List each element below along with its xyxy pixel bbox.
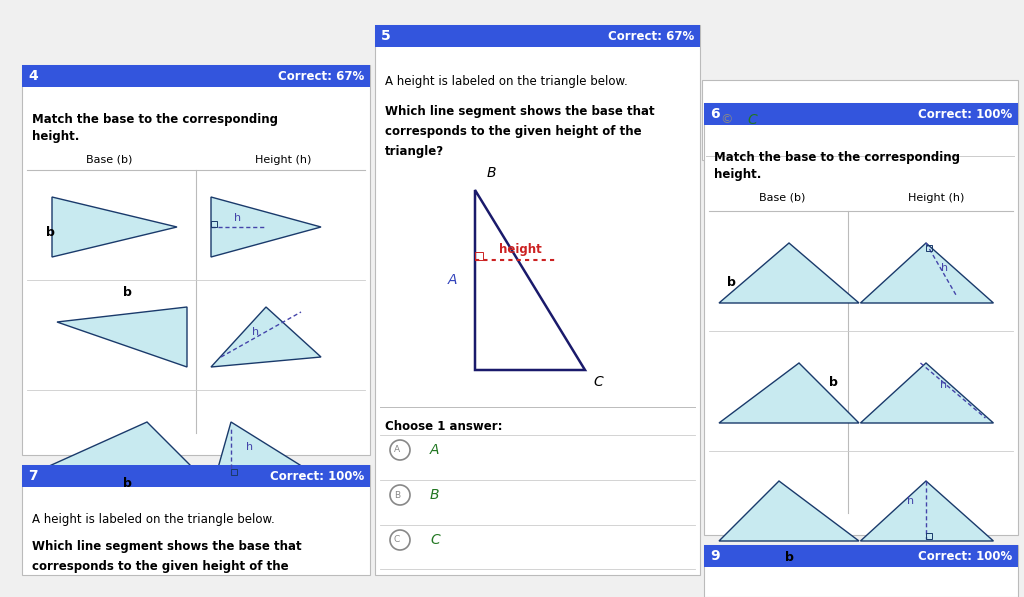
Text: corresponds to the given height of the: corresponds to the given height of the bbox=[385, 125, 642, 138]
Text: height.: height. bbox=[32, 130, 80, 143]
Text: A height is labeled on the triangle below.: A height is labeled on the triangle belo… bbox=[385, 75, 628, 88]
Text: corresponds to the given height of the: corresponds to the given height of the bbox=[32, 560, 289, 573]
Text: b: b bbox=[784, 551, 794, 564]
Bar bbox=[705, 545, 1018, 567]
Polygon shape bbox=[52, 197, 177, 257]
Text: A: A bbox=[447, 273, 457, 287]
Text: A: A bbox=[394, 445, 400, 454]
Bar bbox=[211, 221, 217, 227]
Text: Base (b): Base (b) bbox=[760, 193, 806, 203]
Text: h: h bbox=[940, 380, 947, 390]
Bar bbox=[475, 252, 483, 260]
Text: h: h bbox=[246, 442, 253, 452]
Bar bbox=[231, 469, 237, 475]
Text: b: b bbox=[46, 226, 55, 238]
Polygon shape bbox=[211, 197, 321, 257]
Text: b: b bbox=[123, 477, 131, 490]
Text: Match the base to the corresponding: Match the base to the corresponding bbox=[32, 113, 278, 126]
Bar bbox=[705, 103, 1018, 535]
Text: height.: height. bbox=[714, 168, 762, 181]
Text: b: b bbox=[829, 377, 838, 389]
Polygon shape bbox=[719, 481, 859, 541]
Text: h: h bbox=[907, 496, 914, 506]
Text: Which line segment shows the base that: Which line segment shows the base that bbox=[385, 105, 654, 118]
Text: C: C bbox=[394, 536, 400, 544]
Polygon shape bbox=[719, 363, 859, 423]
Text: Correct: 67%: Correct: 67% bbox=[608, 29, 694, 42]
Bar bbox=[22, 465, 370, 575]
Bar bbox=[22, 65, 370, 455]
Text: ©: © bbox=[720, 113, 732, 127]
Text: B: B bbox=[487, 166, 497, 180]
Bar bbox=[22, 65, 370, 87]
Text: Match the base to the corresponding: Match the base to the corresponding bbox=[714, 151, 961, 164]
Bar bbox=[375, 25, 700, 575]
Text: B: B bbox=[394, 491, 400, 500]
Text: h: h bbox=[941, 263, 948, 273]
Text: Correct: 67%: Correct: 67% bbox=[278, 69, 364, 82]
Text: Base (b): Base (b) bbox=[86, 155, 132, 165]
Text: C: C bbox=[746, 113, 757, 127]
Polygon shape bbox=[719, 243, 859, 303]
Text: 5: 5 bbox=[381, 29, 391, 43]
Polygon shape bbox=[57, 307, 187, 367]
Text: height: height bbox=[499, 243, 542, 256]
Bar bbox=[705, 545, 1018, 597]
Text: Correct: 100%: Correct: 100% bbox=[918, 107, 1012, 121]
Bar bbox=[22, 465, 370, 487]
Bar bbox=[926, 533, 932, 539]
Polygon shape bbox=[860, 243, 993, 303]
Bar bbox=[375, 25, 700, 47]
Text: h: h bbox=[234, 213, 242, 223]
Bar bbox=[702, 80, 1018, 160]
Polygon shape bbox=[211, 307, 321, 367]
Text: h: h bbox=[253, 327, 259, 337]
Text: A height is labeled on the triangle below.: A height is labeled on the triangle belo… bbox=[32, 513, 274, 526]
Text: 7: 7 bbox=[28, 469, 38, 483]
Polygon shape bbox=[860, 363, 993, 423]
Polygon shape bbox=[216, 422, 316, 475]
Text: triangle?: triangle? bbox=[385, 145, 444, 158]
Text: C: C bbox=[430, 533, 439, 547]
Bar bbox=[705, 103, 1018, 125]
Text: 4: 4 bbox=[28, 69, 38, 83]
Text: Height (h): Height (h) bbox=[908, 193, 965, 203]
Text: Which line segment shows the base that: Which line segment shows the base that bbox=[32, 540, 302, 553]
Text: Correct: 100%: Correct: 100% bbox=[269, 469, 364, 482]
Text: Height (h): Height (h) bbox=[255, 155, 311, 165]
Text: 9: 9 bbox=[710, 549, 720, 563]
Text: B: B bbox=[430, 488, 439, 502]
Text: b: b bbox=[123, 286, 131, 299]
Text: 6: 6 bbox=[710, 107, 720, 121]
Text: Correct: 100%: Correct: 100% bbox=[918, 549, 1012, 562]
Text: b: b bbox=[727, 276, 736, 290]
Polygon shape bbox=[47, 422, 193, 467]
Text: C: C bbox=[593, 375, 603, 389]
Bar bbox=[926, 245, 932, 251]
Polygon shape bbox=[860, 481, 993, 541]
Text: A: A bbox=[430, 443, 439, 457]
Text: Choose 1 answer:: Choose 1 answer: bbox=[385, 420, 503, 433]
